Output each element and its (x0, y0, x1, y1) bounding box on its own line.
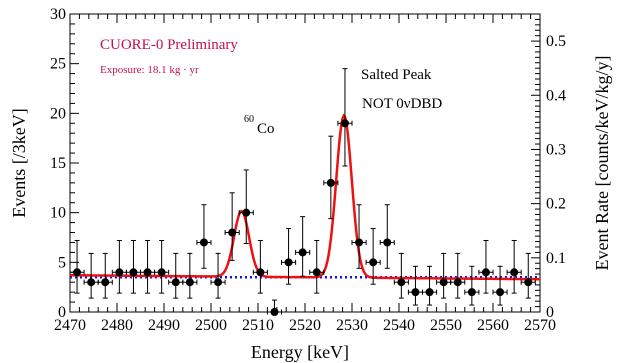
data-point (355, 238, 364, 247)
data-point (298, 248, 307, 257)
data-point (73, 268, 82, 277)
data-point (270, 308, 279, 316)
data-point (481, 268, 490, 277)
x-tick-label: 2530 (336, 317, 368, 334)
x-tick-label: 2550 (430, 317, 462, 334)
y-tick-label: 5 (58, 254, 66, 271)
y2-tick-label: 0.5 (546, 33, 566, 50)
y-tick-label: 25 (50, 56, 66, 73)
data-point (157, 268, 166, 277)
x-tick-label: 2510 (242, 317, 274, 334)
x-tick-label: 2540 (383, 317, 415, 334)
data-point (115, 268, 124, 277)
data-point (256, 268, 265, 277)
data-point (129, 268, 138, 277)
x-tick-label: 2490 (148, 317, 180, 334)
x-tick-label: 2480 (101, 317, 133, 334)
data-point (171, 278, 180, 287)
data-point (242, 208, 251, 217)
data-point (284, 258, 293, 267)
exposure-label: Exposure: 18.1 kg · yr (100, 64, 199, 76)
data-point (214, 278, 223, 287)
data-point (228, 228, 237, 237)
y-tick-label: 20 (50, 105, 66, 122)
data-point (425, 288, 434, 297)
labels-layer: 2470 2480 2490 2500 2510 2520 2530 2540 2550 2560… (50, 6, 566, 334)
data-point (340, 119, 349, 128)
data-point (312, 268, 321, 277)
data-point (143, 268, 152, 277)
data-point (87, 278, 96, 287)
x-tick-label: 2470 (54, 317, 86, 334)
y-tick-label: 15 (50, 155, 66, 172)
y-tick-label: 10 (50, 205, 66, 222)
y2-tick-label: 0.2 (546, 196, 566, 213)
data-point (524, 278, 533, 287)
data-point (439, 278, 448, 287)
x-axis-title: Energy [keV] (251, 342, 349, 362)
plot-frame (69, 13, 541, 313)
x-tick-label: 2520 (289, 317, 321, 334)
co-label: Co (257, 121, 275, 137)
salted-peak-label: Salted Peak (361, 67, 432, 83)
not-0vdbd-label: NOT 0νDBD (362, 96, 442, 112)
y2-tick-label: 0.3 (546, 141, 566, 158)
points-layer (69, 68, 536, 316)
data-point (397, 278, 406, 287)
y-tick-label: 30 (50, 6, 66, 23)
data-point (496, 288, 505, 297)
data-point (369, 258, 378, 267)
axes-layer (69, 13, 541, 313)
y2-axis-title: Event Rate [counts/keV/kg/y] (592, 56, 612, 271)
y2-tick-label: 0 (546, 304, 554, 321)
preliminary-label: CUORE-0 Preliminary (100, 37, 238, 53)
y-tick-label: 0 (58, 304, 66, 321)
data-point (453, 278, 462, 287)
data-point (467, 288, 476, 297)
y2-tick-label: 0.1 (546, 250, 566, 267)
data-point (383, 238, 392, 247)
data-point (510, 268, 519, 277)
data-point (185, 278, 194, 287)
y2-tick-label: 0.4 (546, 87, 566, 104)
x-tick-label: 2560 (477, 317, 509, 334)
x-tick-label: 2500 (195, 317, 227, 334)
x-tick-label: 2570 (524, 317, 556, 334)
data-point (101, 278, 110, 287)
data-point (199, 238, 208, 247)
co-isotope-superscript: 60 (244, 114, 254, 125)
data-point (326, 178, 335, 187)
data-point (411, 288, 420, 297)
y-axis-title: Events [/3keV] (9, 108, 29, 217)
